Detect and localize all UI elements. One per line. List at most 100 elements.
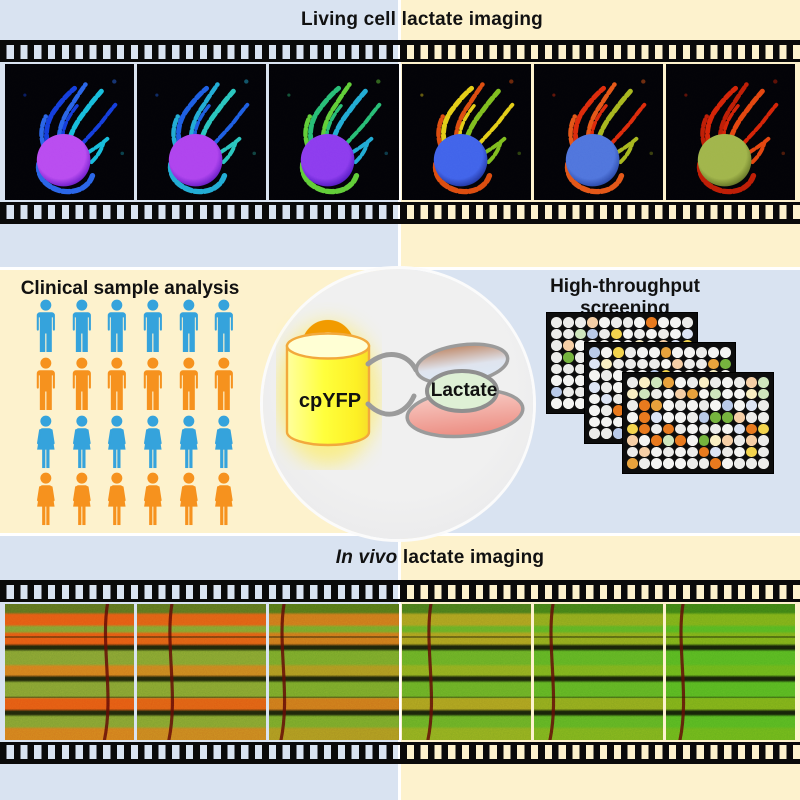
plate-well	[734, 388, 746, 400]
plate-well	[589, 393, 600, 405]
plate-well	[758, 458, 769, 469]
film-strip-bar	[0, 202, 800, 205]
cell-image	[419, 79, 521, 195]
plate-well	[634, 317, 646, 328]
cell-image	[684, 79, 785, 195]
plate-well	[686, 377, 698, 388]
plate-well	[672, 358, 684, 370]
plate-well	[574, 386, 586, 398]
clinical-section-title: Clinical sample analysis	[20, 278, 240, 299]
people-grid	[30, 299, 240, 527]
plate-well	[758, 446, 769, 458]
cell-frame-4	[401, 64, 531, 200]
plate-well	[686, 446, 698, 458]
plate-well	[662, 446, 674, 458]
plate-well	[638, 400, 650, 411]
cell-frame-row	[0, 62, 800, 202]
plate-well	[650, 446, 662, 458]
plate-well	[551, 328, 562, 340]
plate-well	[734, 377, 746, 388]
plate-well	[650, 423, 662, 435]
cell-image	[155, 79, 257, 195]
plate-well	[562, 351, 574, 363]
plate-well	[662, 400, 674, 411]
person-icon-female	[215, 415, 233, 468]
plate-well	[708, 358, 720, 370]
plate-well	[610, 317, 622, 328]
plate-well	[662, 411, 674, 423]
plate-well	[636, 347, 648, 358]
plate-well	[662, 458, 674, 469]
plate-well	[710, 446, 722, 458]
film-strip-edge	[0, 219, 800, 224]
cpyfp-label: cpYFP	[298, 390, 362, 412]
plate-well	[551, 375, 562, 386]
blood-vessel-overlay	[533, 604, 663, 740]
plate-well	[562, 340, 574, 351]
person-icon-male	[108, 357, 127, 410]
blood-vessel-overlay	[269, 604, 399, 740]
plate-well	[722, 446, 734, 458]
cell-frame-5	[533, 64, 663, 200]
film-strip-edge	[0, 580, 800, 585]
plate-well	[589, 381, 600, 393]
plate-well	[562, 375, 574, 386]
plate-well	[674, 400, 686, 411]
film-strip-perforations	[0, 205, 800, 219]
plate-well	[734, 435, 746, 446]
plate-well	[598, 317, 610, 328]
plate-well	[650, 458, 662, 469]
plate-well	[662, 435, 674, 446]
plate-well	[758, 411, 769, 423]
bottom-band-title-italic: In vivo	[335, 547, 398, 568]
blood-vessel-overlay	[401, 604, 531, 740]
plate-well	[674, 458, 686, 469]
plate-well	[660, 358, 672, 370]
plate-well	[627, 411, 638, 423]
plate-well	[562, 317, 574, 328]
plate-well	[746, 435, 758, 446]
plate-well	[600, 405, 612, 416]
plate-well	[646, 317, 658, 328]
plate-well	[598, 328, 610, 340]
plate-well	[720, 358, 731, 370]
plate-well	[658, 328, 670, 340]
plate-well	[574, 375, 586, 386]
film-strip-edge	[0, 759, 800, 764]
plate-well	[722, 458, 734, 469]
plate-well	[600, 370, 612, 381]
person-icon-male	[36, 299, 55, 353]
plate-well	[627, 435, 638, 446]
cell-image	[551, 79, 653, 195]
muscle-frame-1	[5, 604, 135, 740]
plate-well	[672, 347, 684, 358]
plate-well	[758, 377, 769, 388]
plate-well	[624, 358, 636, 370]
person-icon-male	[179, 357, 198, 410]
plate-well	[722, 411, 734, 423]
plate-well	[710, 411, 722, 423]
plate-well	[662, 377, 674, 388]
person-icon-female	[37, 415, 55, 468]
plate-well	[674, 423, 686, 435]
plate-well	[622, 317, 634, 328]
plate-well	[658, 317, 670, 328]
muscle-frame-5	[533, 604, 663, 740]
plate-well	[638, 411, 650, 423]
plate-well	[638, 458, 650, 469]
film-strip-bottom	[0, 580, 800, 764]
plate-well	[600, 393, 612, 405]
film-strip-perforations	[0, 745, 800, 759]
plate-well	[734, 423, 746, 435]
plate-well	[670, 328, 682, 340]
lactate-binding-protein-icon	[405, 342, 525, 439]
plate-well	[722, 435, 734, 446]
film-strip-perforations	[0, 45, 800, 59]
plate-well	[674, 435, 686, 446]
sensor-linkers	[365, 352, 419, 417]
person-icon-male	[36, 357, 55, 410]
plate-well	[627, 388, 638, 400]
plate-well	[758, 423, 769, 435]
plate-well	[670, 317, 682, 328]
plate-well	[710, 435, 722, 446]
